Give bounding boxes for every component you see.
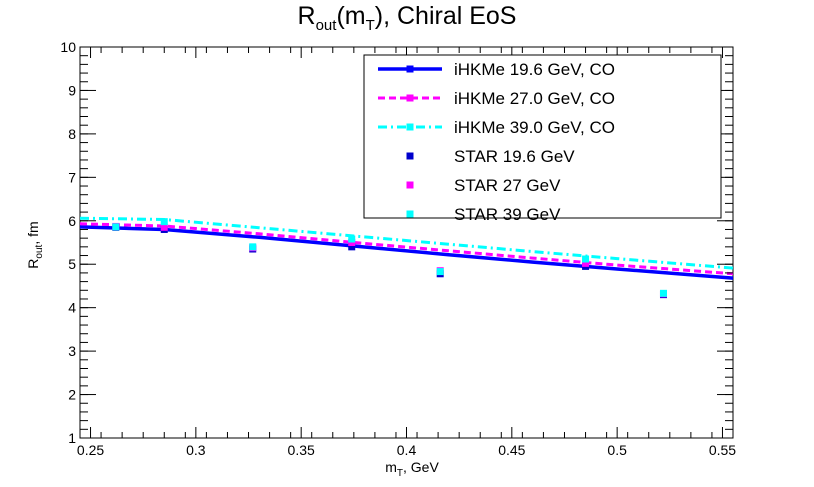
y-tick-label: 9 xyxy=(68,82,76,98)
xlabel-base: m xyxy=(385,459,397,475)
legend-label: iHKMe 27.0 GeV, CO xyxy=(454,89,615,108)
data-point-series3-6 xyxy=(582,255,590,263)
x-tick-label: 0.25 xyxy=(77,442,104,458)
title-sub: out xyxy=(315,17,337,34)
legend-label: iHKMe 39.0 GeV, CO xyxy=(454,118,615,137)
ylabel-sub: out xyxy=(34,244,45,258)
data-point-series3-1 xyxy=(112,223,120,231)
data-point-series1-4 xyxy=(348,243,356,251)
legend-marker-swatch xyxy=(406,181,414,189)
legend-label: STAR 19.6 GeV xyxy=(454,147,575,166)
legend-marker-swatch xyxy=(406,123,414,131)
y-tick-label: 5 xyxy=(68,256,76,272)
legend-box xyxy=(363,54,722,219)
legend-marker-swatch xyxy=(406,65,414,73)
y-tick-label: 2 xyxy=(68,387,76,403)
data-point-series3-4 xyxy=(348,235,356,243)
x-tick-label: 0.45 xyxy=(498,442,525,458)
series-lines xyxy=(79,216,734,280)
x-tick-label: 0.35 xyxy=(288,442,315,458)
x-tick-label: 0.55 xyxy=(709,442,736,458)
y-tick-label: 4 xyxy=(68,300,76,316)
title-base: R xyxy=(297,2,316,30)
data-point-series3-5 xyxy=(436,268,444,276)
x-axis-label: mT, GeV xyxy=(385,459,439,479)
x-tick-label: 0.5 xyxy=(607,442,627,458)
axes: 0.25 0.3 0.35 0.4 0.45 0.5 0.55 1 2 3 4 5 6 7 8 9 10 xyxy=(60,39,736,458)
ylabel-base: R xyxy=(25,259,41,269)
legend-marker-swatch xyxy=(406,94,414,102)
legend-label: STAR 39 GeV xyxy=(454,205,561,224)
y-tick-label: 3 xyxy=(68,343,76,359)
legend: iHKMe 19.6 GeV, CO iHKMe 27.0 GeV, CO iHKM… xyxy=(363,54,722,224)
data-point-series2-2 xyxy=(160,223,168,231)
data-point-series3-7 xyxy=(659,289,667,297)
title-mid: (m xyxy=(336,2,366,30)
data-point-series3-2 xyxy=(160,218,168,226)
ylabel-end: , fm xyxy=(25,221,41,244)
y-tick-label: 10 xyxy=(60,39,76,55)
series-line-3 xyxy=(79,216,734,270)
series-markers xyxy=(112,218,667,299)
x-tick-label: 0.4 xyxy=(397,442,417,458)
y-tick-label: 1 xyxy=(68,430,76,446)
y-tick-label: 7 xyxy=(68,169,76,185)
legend-label: STAR 27 GeV xyxy=(454,176,561,195)
chart-title: Rout(mT), Chiral EoS xyxy=(0,2,814,34)
series-line-2 xyxy=(79,222,734,276)
y-axis-label: Rout, fm xyxy=(25,221,45,268)
data-point-series2-6 xyxy=(582,259,590,267)
y-tick-label: 6 xyxy=(68,213,76,229)
title-sub2: T xyxy=(365,17,375,34)
legend-label: iHKMe 19.6 GeV, CO xyxy=(454,60,615,79)
xlabel-end: , GeV xyxy=(403,459,439,475)
legend-marker-swatch xyxy=(406,152,414,160)
data-point-series3-3 xyxy=(249,243,257,251)
title-end: ), Chiral EoS xyxy=(374,2,517,30)
x-tick-label: 0.3 xyxy=(186,442,206,458)
y-tick-label: 8 xyxy=(68,126,76,142)
series-line-1 xyxy=(79,225,734,280)
xlabel-sub: T xyxy=(397,468,403,479)
legend-marker-swatch xyxy=(406,210,414,218)
